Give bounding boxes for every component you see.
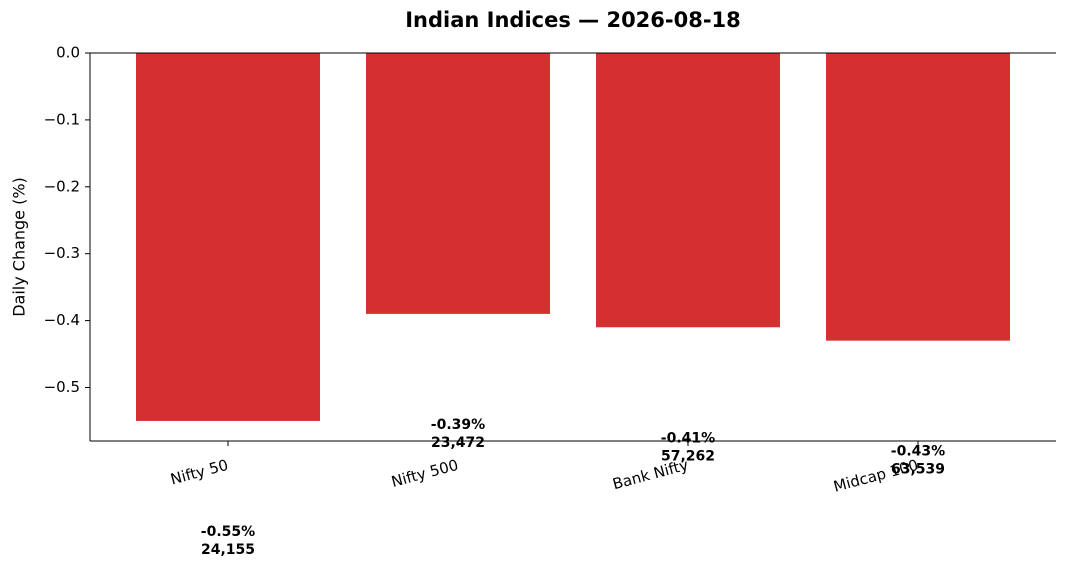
bar xyxy=(136,53,320,421)
level-label: 57,262 xyxy=(661,448,715,464)
chart-title: Indian Indices — 2026-08-18 xyxy=(405,8,741,32)
bar xyxy=(596,53,780,328)
y-tick-label: −0.3 xyxy=(44,244,80,262)
value-label: -0.43% xyxy=(891,444,945,460)
value-label: -0.55% xyxy=(201,524,255,540)
value-label: -0.41% xyxy=(661,430,715,446)
level-label: 23,472 xyxy=(431,435,485,451)
value-label: -0.39% xyxy=(431,417,485,433)
y-tick-label: −0.2 xyxy=(44,177,80,195)
x-tick-label: Nifty 500 xyxy=(389,456,460,491)
level-label: 24,155 xyxy=(201,542,255,558)
level-label: 63,539 xyxy=(891,462,945,478)
bar xyxy=(366,53,550,314)
y-tick-label: −0.5 xyxy=(44,378,80,396)
x-tick-label: Nifty 50 xyxy=(169,456,231,489)
bar xyxy=(826,53,1010,341)
y-tick-label: 0.0 xyxy=(56,44,80,62)
y-axis-label: Daily Change (%) xyxy=(10,177,29,317)
y-tick-label: −0.1 xyxy=(44,110,80,128)
y-tick-label: −0.4 xyxy=(44,311,80,329)
